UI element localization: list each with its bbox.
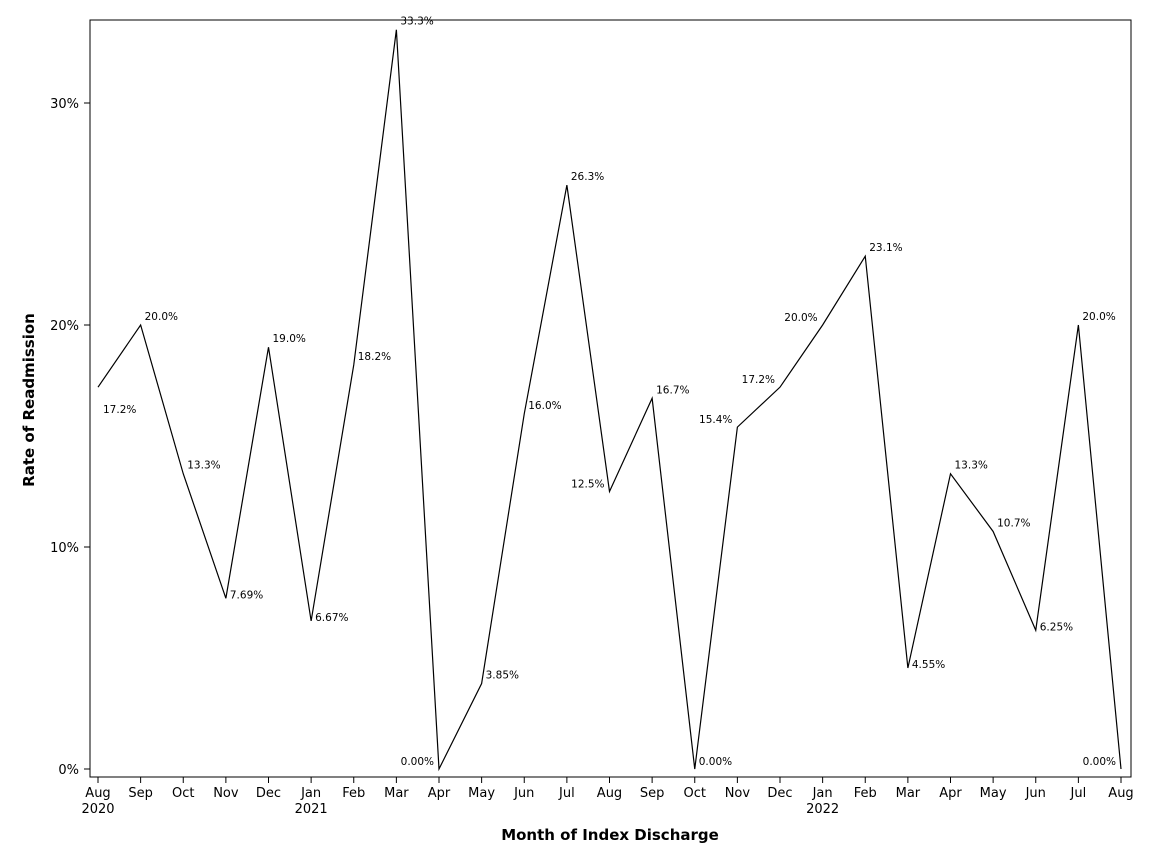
- data-label: 10.7%: [997, 517, 1030, 529]
- x-axis-title: Month of Index Discharge: [501, 826, 719, 844]
- data-label: 0.00%: [699, 756, 732, 768]
- y-tick-label: 0%: [58, 763, 79, 778]
- x-tick-label: Mar: [384, 786, 409, 801]
- y-tick-label: 10%: [50, 541, 79, 556]
- x-tick-label: May: [468, 786, 495, 801]
- data-label: 17.2%: [103, 404, 136, 416]
- data-label: 20.0%: [1082, 311, 1115, 323]
- data-label: 16.7%: [656, 384, 689, 396]
- x-tick-label: Nov: [213, 786, 239, 801]
- x-tick-label: Apr: [939, 786, 962, 801]
- x-tick-label: Jan: [300, 786, 321, 801]
- x-tick-label: Mar: [896, 786, 921, 801]
- data-label: 15.4%: [699, 414, 732, 426]
- x-tick-label: Dec: [256, 786, 281, 801]
- x-tick-label: Aug: [1108, 786, 1133, 801]
- data-label: 20.0%: [784, 312, 817, 324]
- plot-frame: [89, 19, 1132, 778]
- data-label: 4.55%: [912, 659, 945, 671]
- data-label: 6.25%: [1040, 621, 1073, 633]
- series-line: [97, 29, 1122, 772]
- x-tick-label: Apr: [428, 786, 451, 801]
- data-label: 17.2%: [742, 374, 775, 386]
- data-label: 19.0%: [273, 333, 306, 345]
- data-labels: 17.2% 20.0% 13.3% 7.69% 19.0% 6.67% 18.2% 33.3%…: [103, 16, 1116, 768]
- y-axis: 0% 10% 20% 30%: [50, 97, 90, 778]
- data-label: 13.3%: [955, 460, 988, 472]
- data-label: 20.0%: [145, 311, 178, 323]
- x-tick-label: May: [980, 786, 1007, 801]
- data-label: 26.3%: [571, 171, 604, 183]
- x-tick-label: Jun: [513, 786, 534, 801]
- x-tick-label: Nov: [725, 786, 751, 801]
- data-label: 16.0%: [528, 400, 561, 412]
- x-tick-label: Jul: [1070, 786, 1087, 801]
- x-tick-label: Feb: [854, 786, 877, 801]
- x-year-label: 2022: [806, 802, 839, 817]
- y-axis-title: Rate of Readmission: [20, 313, 38, 487]
- data-label: 13.3%: [187, 460, 220, 472]
- data-label: 3.85%: [486, 670, 519, 682]
- x-tick-label: Feb: [342, 786, 365, 801]
- x-tick-label: Aug: [597, 786, 622, 801]
- data-label: 7.69%: [230, 589, 263, 601]
- x-tick-label: Sep: [128, 786, 153, 801]
- x-year-label: 2021: [295, 802, 328, 817]
- data-label: 6.67%: [315, 612, 348, 624]
- x-tick-label: Jan: [812, 786, 833, 801]
- y-tick-label: 30%: [50, 97, 79, 112]
- y-tick-label: 20%: [50, 319, 79, 334]
- data-label: 33.3%: [400, 16, 433, 28]
- x-tick-label: Aug: [85, 786, 110, 801]
- x-tick-label: Jul: [558, 786, 575, 801]
- data-label: 12.5%: [571, 479, 604, 491]
- x-tick-label: Oct: [684, 786, 706, 801]
- data-label: 0.00%: [401, 756, 434, 768]
- x-year-label: 2020: [81, 802, 114, 817]
- data-label: 18.2%: [358, 351, 391, 363]
- x-tick-label: Dec: [767, 786, 792, 801]
- data-label: 23.1%: [869, 242, 902, 254]
- x-tick-label: Jun: [1025, 786, 1046, 801]
- x-tick-label: Oct: [172, 786, 194, 801]
- x-tick-label: Sep: [640, 786, 665, 801]
- data-label: 0.00%: [1083, 756, 1116, 768]
